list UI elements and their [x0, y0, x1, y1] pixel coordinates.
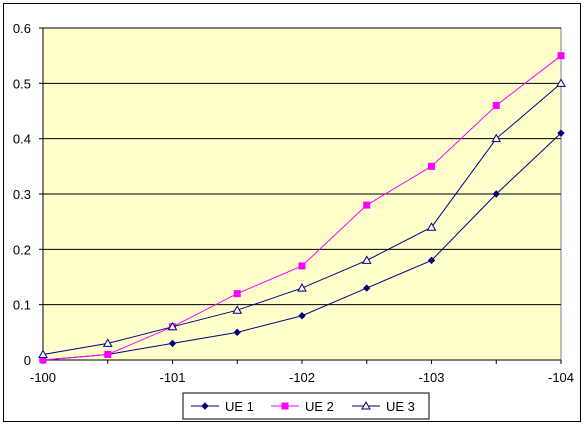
data-point	[426, 222, 437, 231]
data-point	[102, 338, 113, 347]
x-tick-label: -103	[418, 370, 444, 385]
legend-item: UE 2	[271, 399, 334, 414]
y-tick-label: 0.1	[13, 298, 31, 313]
x-tick-label: -104	[548, 370, 574, 385]
x-axis-ticks: -100 -101 -102 -103 -104	[30, 360, 574, 385]
gridlines	[43, 27, 561, 306]
series-2	[39, 52, 565, 364]
y-tick-label: 0.2	[13, 242, 31, 257]
legend: UE 1 UE 2 UE 3	[182, 392, 430, 420]
legend-label: UE 3	[386, 399, 415, 414]
data-point	[167, 321, 178, 331]
data-point	[556, 78, 566, 87]
legend-marker	[281, 402, 289, 410]
x-tick-label: -100	[30, 370, 56, 385]
legend-label: UE 2	[305, 399, 334, 414]
data-point	[233, 328, 241, 337]
data-point	[104, 350, 112, 358]
data-point	[363, 284, 371, 292]
y-tick-label: 0	[24, 353, 31, 368]
data-point	[297, 283, 307, 292]
data-point	[361, 255, 372, 264]
series-3	[38, 78, 566, 358]
y-tick-label: 0.5	[13, 76, 31, 91]
data-point	[298, 312, 306, 320]
data-point	[232, 305, 243, 314]
data-point	[491, 133, 502, 143]
x-tick-label: -101	[159, 370, 185, 385]
data-point	[428, 162, 435, 170]
x-tick-label: -102	[289, 370, 315, 385]
y-tick-label: 0.4	[13, 132, 31, 147]
data-point	[168, 339, 177, 348]
legend-marker	[201, 402, 209, 410]
series-group	[38, 52, 566, 364]
legend-item: UE 1	[191, 399, 254, 414]
legend-box	[182, 392, 430, 420]
y-axis-ticks: 0 0.1 0.2 0.3 0.4 0.5 0.6	[13, 21, 43, 368]
data-point	[492, 101, 500, 109]
legend-label: UE 1	[225, 399, 254, 414]
data-point	[557, 129, 565, 137]
data-point	[427, 256, 436, 265]
data-point	[233, 290, 241, 298]
legend-marker	[361, 400, 371, 410]
y-tick-label: 0.3	[13, 187, 31, 202]
data-point	[492, 190, 500, 198]
data-point	[557, 52, 565, 60]
y-tick-label: 0.6	[13, 21, 31, 36]
data-point	[363, 201, 371, 209]
data-point	[298, 262, 306, 270]
legend-item: UE 3	[352, 399, 415, 414]
data-point	[38, 349, 48, 358]
